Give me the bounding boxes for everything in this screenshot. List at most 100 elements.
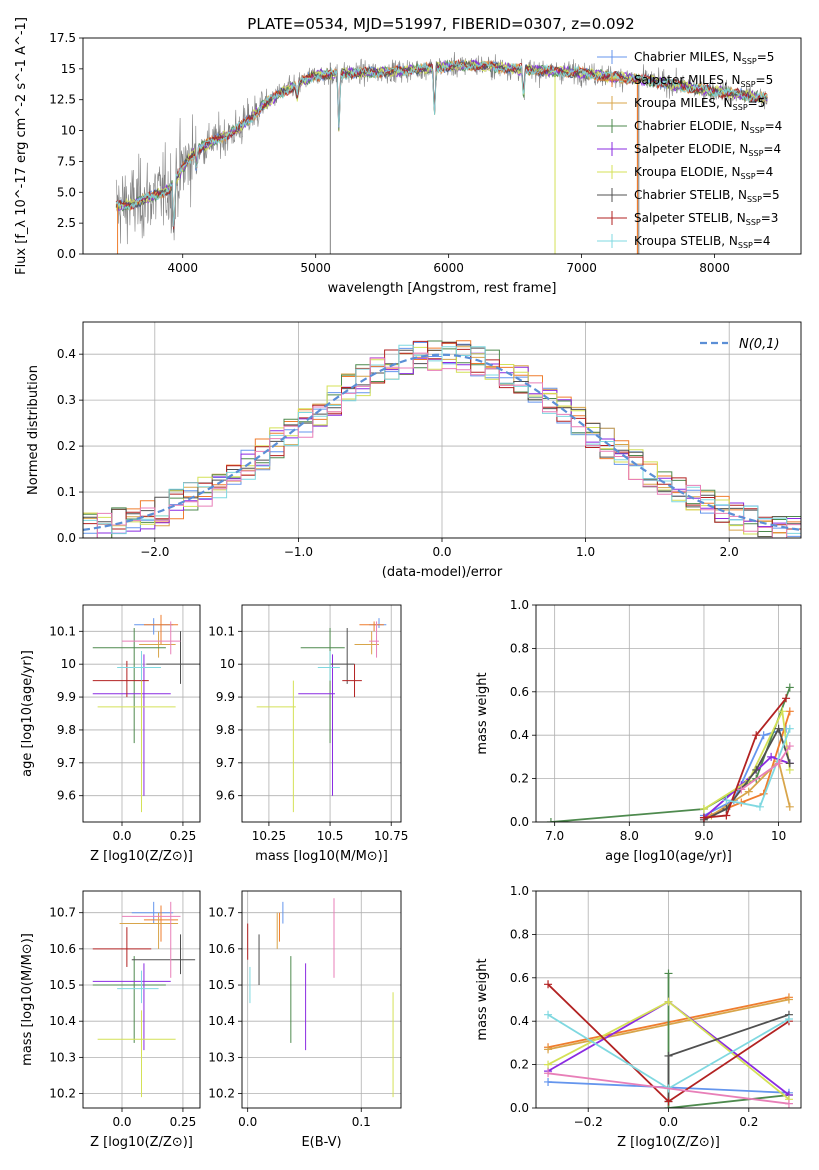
y-tick-label: 1.0 [510,598,529,612]
y-tick-label: 0.4 [510,728,529,742]
weight-line [703,727,787,817]
y-tick-label: 10.3 [49,1050,76,1064]
plot-area-weight_vs_Z [536,891,801,1108]
errorbar-point-chabrier-stelib [146,631,200,684]
y-tick-label: 10 [61,124,76,138]
x-axis-label: Z [log10(Z/Z⊙)] [90,849,193,864]
legend-label-text: Chabrier MILES, N [634,50,742,64]
y-tick-label: 10 [220,657,235,671]
y-tick-label: 10.4 [208,1014,235,1028]
y-tick-label: 0.2 [510,1058,529,1072]
errorbar-point-salpeter-elodie [298,654,335,796]
legend-label: Chabrier MILES, NSSP=5 [634,50,774,66]
x-axis-label: E(B-V) [301,1135,341,1150]
x-tick-label: −2.0 [140,545,169,559]
errorbar-point-chabrier-elodie [92,956,166,1043]
errorbar-point-kroupa-elodie [97,1010,176,1098]
y-tick-label: 0.4 [510,1014,529,1028]
plot-area-age_vs_Z [83,605,200,822]
legend-label-sub: SSP [747,195,762,204]
weight-marker [785,759,794,768]
legend-entry-chabrier-stelib: Chabrier STELIB, NSSP=5 [597,188,780,204]
x-axis-label: (data-model)/error [382,565,503,580]
legend-label-n: =5 [762,188,780,202]
errorbar-point-salpeter-stelib [92,660,149,698]
errorbar-point-salpeter-miles [359,621,384,632]
legend-label-text: Salpeter MILES, N [634,73,741,87]
axes-residuals: −2.0 −1.0 0.0 1.0 2.0 0.0 0.1 0.2 0.3 0.4 (data-mo… [26,321,802,580]
y-tick-label: 10.1 [49,624,76,638]
errorbar-point-extra-pink [369,621,379,658]
y-tick-label: 10.5 [208,978,235,992]
legend-label-sub: SSP [742,57,757,66]
x-tick-label: 2.0 [720,545,739,559]
weight-marker [782,694,791,703]
axes-spectrum: 4000 5000 6000 7000 8000 0.0 2.5 5.0 7.5 10 12.5 15… [14,17,802,296]
legend-label-n: =3 [761,211,779,225]
weight-marker [785,742,794,751]
plot-area-age_vs_mass [242,605,401,822]
axes-frame [82,37,802,255]
y-tick-label: 5.0 [57,185,76,199]
y-axis-label: Normed distribution [26,365,41,495]
errorbar-point-kroupa-stelib [317,651,340,681]
y-axis-label: mass [log10(M/M⊙)] [20,933,35,1066]
y-tick-label: 0.0 [510,815,529,829]
x-tick-label: −1.0 [284,545,313,559]
errorbar-point-kroupa-elodie [256,680,296,813]
x-tick-label: 1.0 [576,545,595,559]
weight-marker [737,785,746,794]
legend-label-text: Kroupa ELODIE, N [634,165,741,179]
y-tick-label: 0.8 [510,927,529,941]
legend-label: Salpeter MILES, NSSP=5 [634,73,773,89]
x-tick-label: 0.0 [659,1115,678,1129]
y-tick-label: 0.0 [510,1101,529,1115]
weight-marker [752,765,761,774]
y-axis-label: Flux [f_λ 10^-17 erg cm^-2 s^-1 A^-1] [14,17,29,275]
legend-label-text: Salpeter STELIB, N [634,211,746,225]
axes-mass_vs_ebv: 0.0 0.1 10.2 10.3 10.4 10.5 10.6 10.7 E(B-V) [208,890,402,1150]
weight-line [710,759,791,817]
axes-frame [535,604,802,823]
x-tick-label: 8.0 [620,829,639,843]
y-tick-label: 0.3 [57,393,76,407]
weight-marker [744,787,753,796]
x-tick-label: 0.2 [739,1115,758,1129]
weight-series-salpeter-stelib [699,694,791,822]
x-tick-label: 10.75 [374,829,408,843]
y-tick-label: 9.7 [216,756,235,770]
weight-marker [699,804,708,813]
chart-layer: 4000 5000 6000 7000 8000 0.0 2.5 5.0 7.5 10 12.5 15… [14,17,802,1150]
legend-label-n: =4 [765,119,783,133]
x-tick-label: −0.2 [574,1115,603,1129]
y-tick-label: 17.5 [49,31,76,45]
legend-label-n: =5 [757,50,775,64]
y-tick-label: 9.8 [216,723,235,737]
y-tick-label: 10.3 [208,1050,235,1064]
model-spectrum-kroupa-stelib [115,59,768,227]
y-tick-label: 12.5 [49,93,76,107]
legend-label-sub: SSP [738,241,753,250]
weight-marker [767,752,776,761]
x-tick-label: 0.0 [238,1115,257,1129]
axes-frame [241,604,402,823]
errorbar-point-chabrier-miles [369,618,387,629]
errorbar-point-salpeter-elodie [92,654,171,796]
x-tick-label: 7000 [566,261,597,275]
errorbar-point-chabrier-stelib [330,628,355,684]
y-tick-label: 9.8 [57,723,76,737]
legend-entry-kroupa-miles: Kroupa MILES, NSSP=5 [597,96,765,112]
x-axis-label: wavelength [Angstrom, rest frame] [328,281,557,296]
weight-marker [664,969,673,978]
y-tick-label: 0.2 [510,772,529,786]
weight-marker [759,731,768,740]
axes-age_vs_mass: 10.25 10.5 10.75 9.6 9.7 9.8 9.9 10 10.1 mass [lo… [208,604,408,864]
legend-label: Chabrier STELIB, NSSP=5 [634,188,780,204]
axes-weight_vs_age: 7.0 8.0 9.0 10 0.0 0.2 0.4 0.6 0.8 1.0 age [log10(… [475,598,802,864]
y-tick-label: 9.7 [57,756,76,770]
legend-label-sub: SSP [746,218,761,227]
errorbar-point-kroupa-stelib [117,651,161,681]
x-tick-label: 0.0 [432,545,451,559]
figure-title: PLATE=0534, MJD=51997, FIBERID=0307, z=0… [247,15,634,33]
errorbar-point-chabrier-stelib [131,934,196,975]
